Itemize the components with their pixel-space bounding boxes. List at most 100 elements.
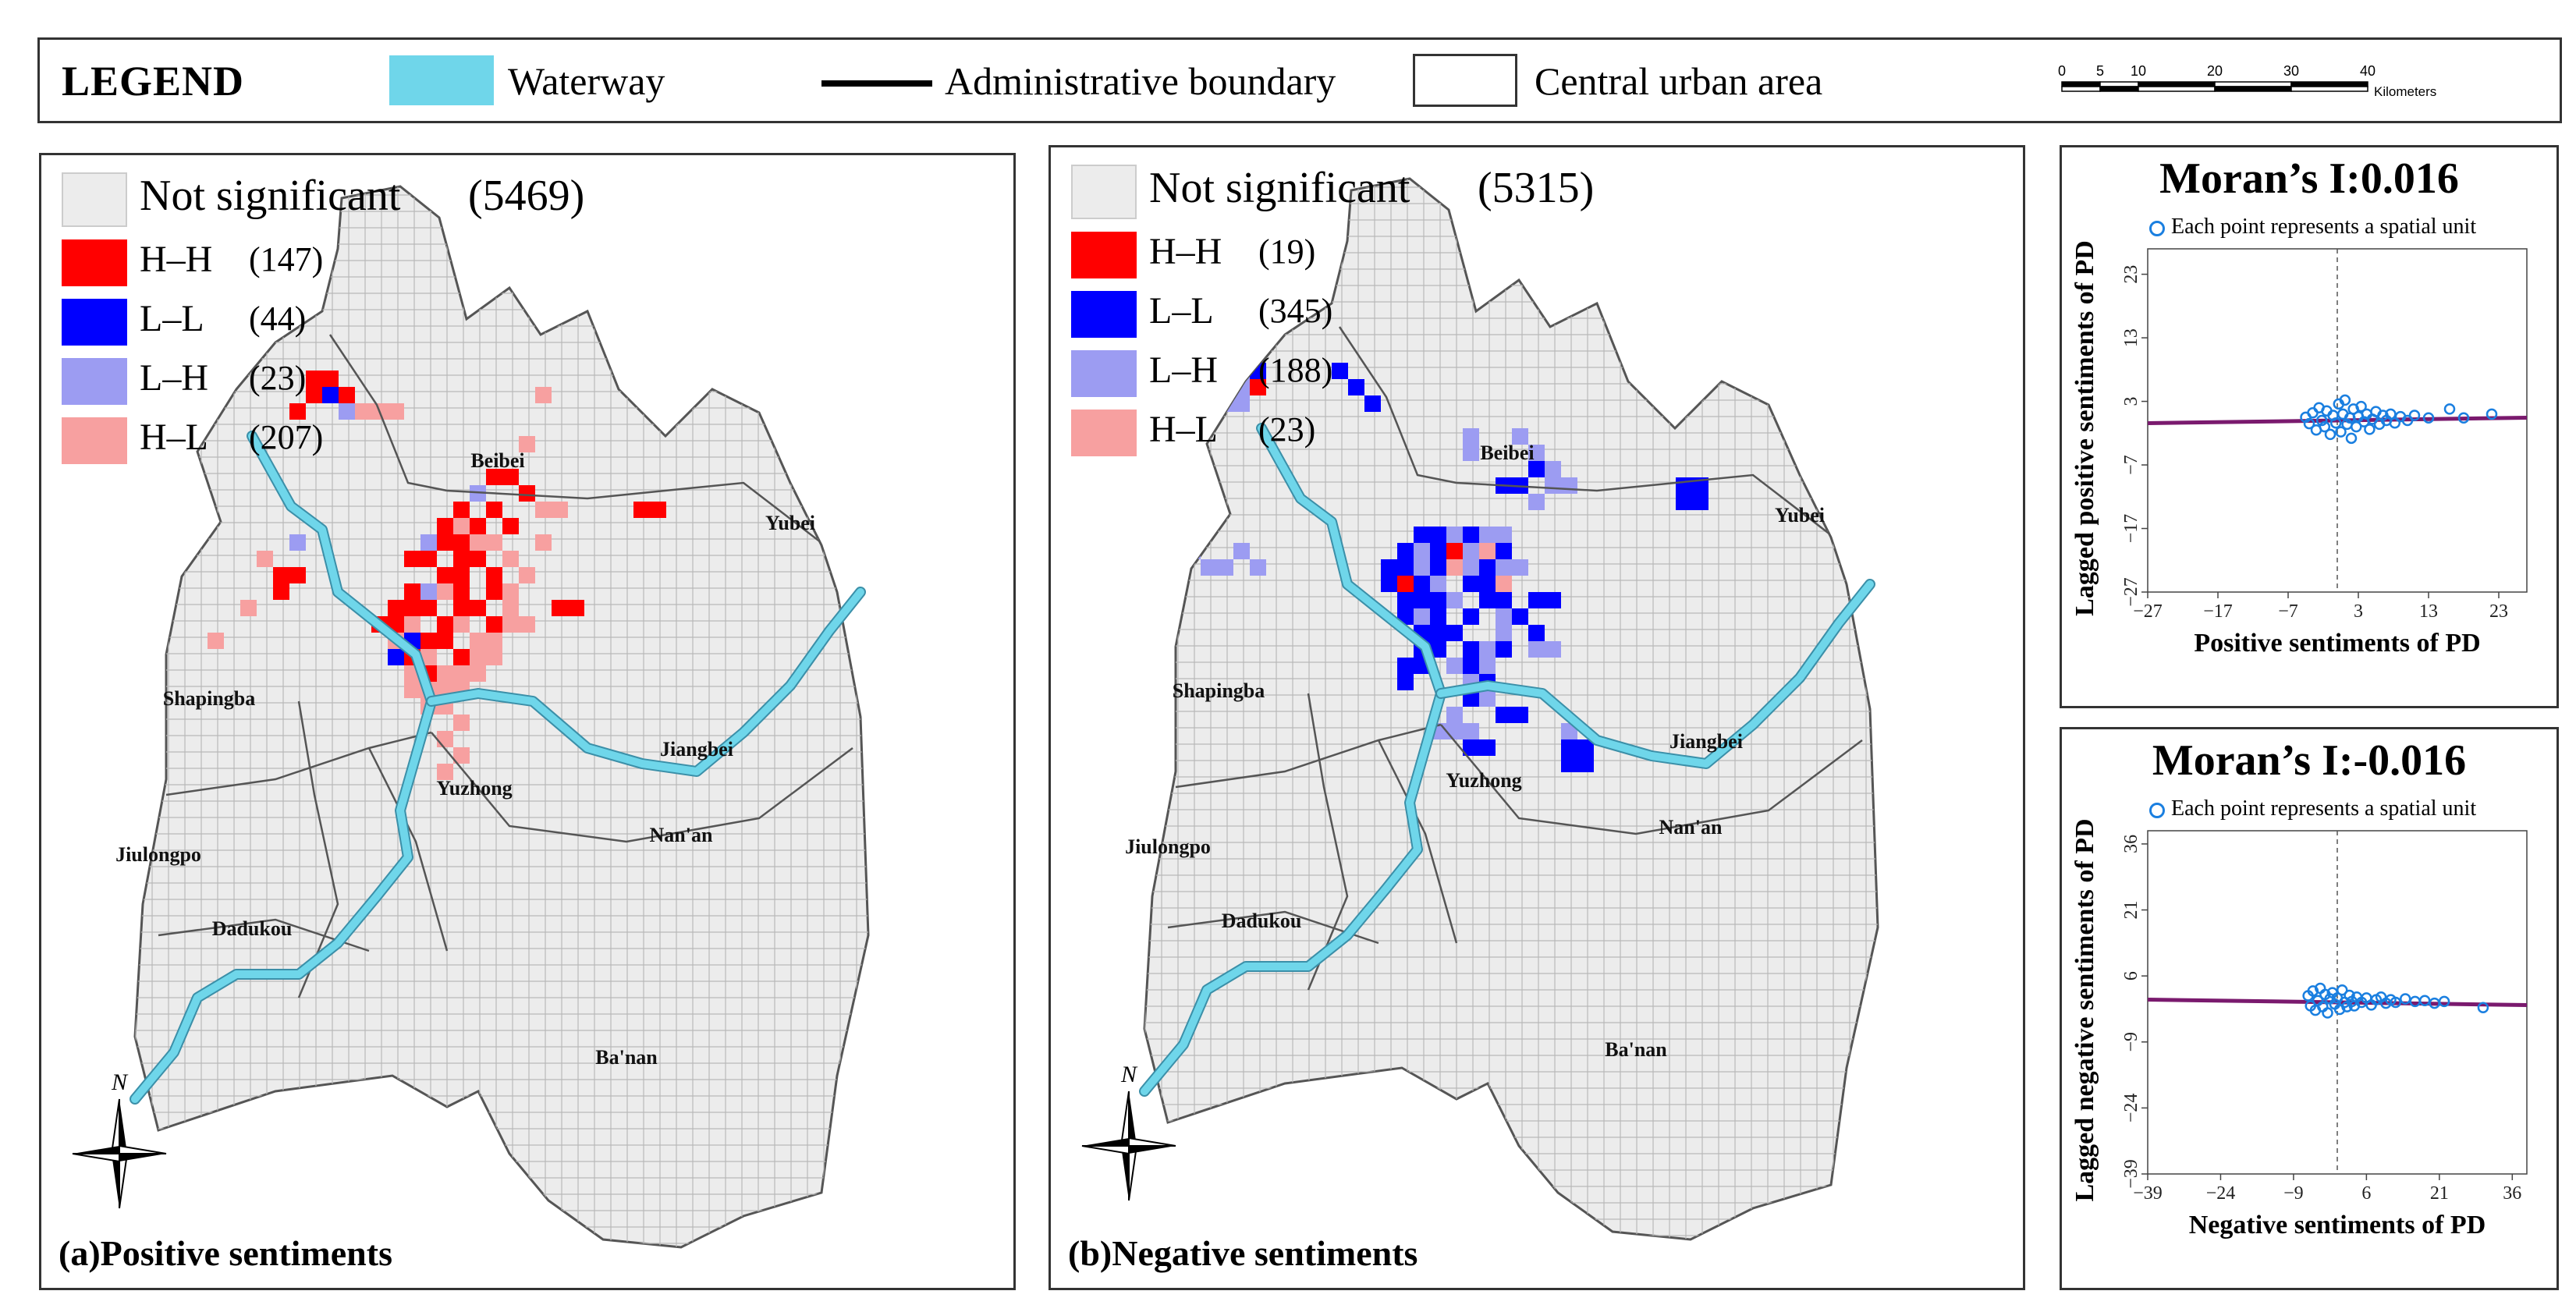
x-tick-label: 23	[2489, 601, 2508, 622]
cluster-cell-ll	[1414, 527, 1430, 543]
cluster-cell-lh	[1627, 264, 1643, 281]
cluster-cell-ll	[1479, 576, 1496, 592]
cluster-cell-hh	[289, 403, 306, 420]
district-boundary	[1377, 739, 1458, 944]
legend-count: (5469)	[468, 172, 585, 220]
legend-swatch-hh	[62, 239, 127, 286]
scale-tick-label: 5	[2096, 63, 2104, 79]
cluster-cell-lh	[1430, 576, 1446, 592]
cluster-cell-lh	[1512, 428, 1528, 445]
cluster-cell-hh	[420, 551, 437, 567]
cluster-cell-hh	[306, 371, 322, 387]
cluster-cell-lh	[1463, 543, 1479, 559]
cluster-cell-hl	[453, 665, 470, 682]
legend-bar: LEGEND Waterway Administrative boundary …	[37, 37, 2562, 123]
cluster-cell-hh	[502, 469, 519, 485]
scatter-point	[2322, 1007, 2333, 1019]
cluster-cell-hh	[453, 600, 470, 616]
scale-tick-label: 0	[2058, 63, 2066, 79]
cluster-cell-hl	[470, 649, 486, 665]
legend-swatch-ns	[62, 172, 127, 227]
moran-title-negative: Moran’s I:-0.016	[2152, 736, 2467, 785]
scale-tick-label: 30	[2283, 63, 2299, 79]
place-label: Beibei	[470, 449, 524, 472]
cluster-cell-ll	[1496, 543, 1512, 559]
cluster-cell-hl	[453, 715, 470, 731]
moran-plot-positive: −27 −17 −7 3 13 23 −27 −17 −7 3 13 23 Positive senti…	[2060, 145, 2559, 708]
cluster-cell-ll	[1430, 592, 1446, 608]
scale-bar: 0 5 10 20 30 40 Kilometers	[2058, 63, 2436, 99]
point-marker-icon	[2149, 220, 2165, 236]
cluster-cell-hh	[339, 387, 355, 403]
cluster-cell-hh	[420, 633, 437, 649]
place-label: Shapingba	[1173, 679, 1265, 702]
place-label: Jiangbei	[660, 738, 733, 761]
cluster-cell-lh	[1528, 641, 1545, 658]
cluster-cell-lh	[1217, 363, 1233, 379]
scale-segment	[2099, 81, 2139, 87]
scatter-point	[2339, 394, 2351, 406]
place-label: Shapingba	[163, 687, 256, 710]
cluster-cell-hh	[486, 469, 502, 485]
cluster-cell-hl	[404, 682, 420, 698]
legend-code: L–H	[140, 357, 208, 399]
cluster-cell-hh	[306, 387, 322, 403]
place-label: Beibei	[1480, 442, 1534, 464]
cluster-cell-ll	[1397, 658, 1414, 674]
cluster-cell-ll	[1430, 543, 1446, 559]
place-label: Jiulongpo	[115, 843, 201, 866]
positive-sentiment-map: Beibei Yubei Shapingba Jiangbei Yuzhong Nan'a…	[72, 185, 870, 1249]
district-boundary	[431, 732, 853, 843]
cluster-cell-hl	[1446, 559, 1463, 576]
legend-swatch-hl	[62, 417, 127, 464]
cluster-cell-hl	[420, 649, 437, 665]
scatter-point	[2390, 996, 2402, 1009]
cluster-cell-hh	[453, 649, 470, 665]
scatter-point	[2324, 428, 2336, 441]
boundary-label: Administrative boundary	[945, 59, 1336, 103]
moran-title-positive: Moran’s I:0.016	[2159, 154, 2459, 203]
scatter-point	[2418, 995, 2431, 1006]
legend-swatch-ll	[62, 299, 127, 346]
scatter-point	[2355, 400, 2367, 413]
scatter-point	[2422, 412, 2435, 424]
cluster-cell-lh	[1610, 281, 1627, 297]
cluster-cell-hl	[470, 534, 486, 551]
cluster-cell-lh	[1446, 592, 1463, 608]
cluster-cell-lh	[1414, 543, 1430, 559]
cluster-cell-ll	[1676, 494, 1692, 510]
scatter-point	[2457, 412, 2470, 424]
cluster-cell-ll	[1479, 559, 1496, 576]
urban-area-swatch	[1413, 54, 1517, 107]
cluster-cell-hh	[453, 534, 470, 551]
cluster-cell-hh	[1446, 543, 1463, 559]
north-label: N	[111, 1069, 129, 1095]
cluster-cell-lh	[1479, 527, 1496, 543]
cluster-cell-ll	[1446, 625, 1463, 641]
cluster-cell-ll	[1577, 739, 1594, 756]
cluster-cell-hh	[420, 600, 437, 616]
cluster-cell-ll	[1545, 592, 1561, 608]
cluster-cell-hh	[453, 551, 470, 567]
cluster-cell-ll	[1463, 576, 1479, 592]
moran-plot-negative: −39 −24 −9 6 21 36 −39 −24 −9 6 21 36 Negative senti…	[2060, 727, 2559, 1290]
cluster-cell-lh	[1463, 428, 1479, 445]
legend-code: H–H	[140, 239, 213, 280]
cluster-cell-lh	[1217, 559, 1233, 576]
cluster-cell-hl	[535, 387, 552, 403]
cluster-cell-hh	[453, 567, 470, 583]
legend-code: H–H	[1149, 231, 1222, 272]
cluster-cell-lh	[1168, 527, 1184, 543]
north-arrow-icon	[72, 1098, 167, 1209]
cluster-cell-lh	[1479, 641, 1496, 658]
cluster-cell-lh	[1545, 461, 1561, 477]
cluster-cell-hh	[470, 600, 486, 616]
cluster-cell-lh	[1414, 559, 1430, 576]
y-tick-label: 13	[2121, 328, 2141, 347]
plot-key-label: Each point represents a spatial unit	[2171, 796, 2477, 821]
cluster-cell-lh	[1414, 608, 1430, 625]
cluster-cell-hh	[1250, 379, 1266, 395]
waterway-label: Waterway	[508, 59, 665, 103]
cluster-cell-ll	[1528, 625, 1545, 641]
scale-tick-label: 40	[2360, 63, 2376, 79]
